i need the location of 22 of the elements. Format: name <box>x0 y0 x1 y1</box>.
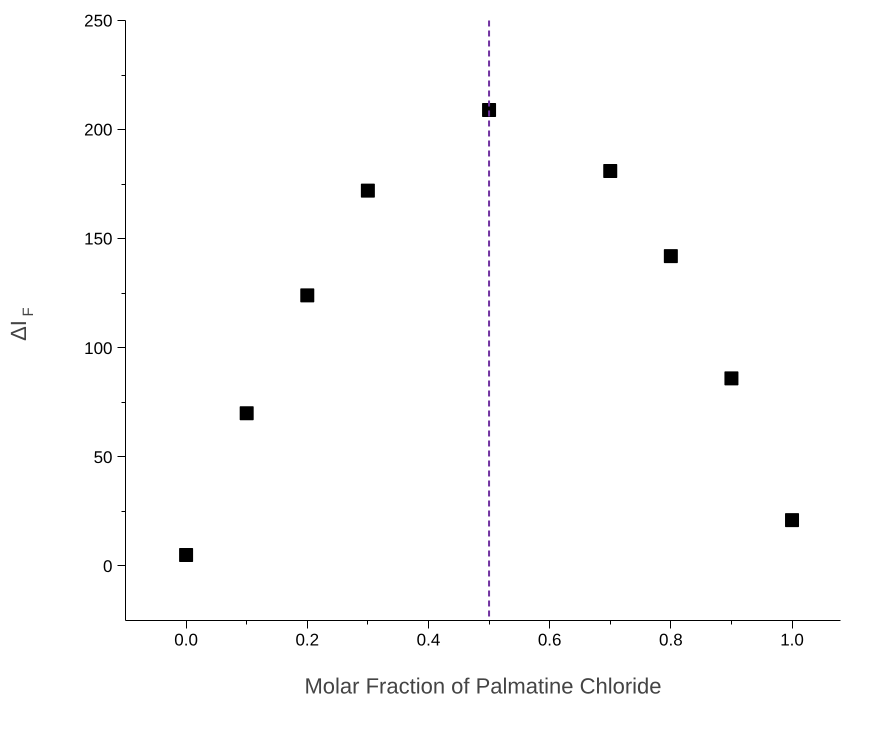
y-tick-label: 250 <box>84 12 113 30</box>
x-tick-label: 0.6 <box>538 630 562 650</box>
x-tick-label: 0.0 <box>174 630 198 650</box>
point <box>724 371 738 386</box>
point <box>360 184 375 198</box>
y-axis-title: ΔIF <box>6 307 37 341</box>
point <box>785 513 800 528</box>
y-tick-label: 100 <box>84 338 113 358</box>
x-tick-label: 1.0 <box>780 630 804 650</box>
point <box>603 164 618 178</box>
point <box>300 288 314 302</box>
x-tick-label: 0.2 <box>295 630 320 650</box>
point <box>664 249 678 264</box>
y-tick-label: 200 <box>84 120 113 140</box>
x-tick-label: 0.4 <box>416 630 440 650</box>
x-tick-label: 0.8 <box>659 630 683 650</box>
point <box>179 548 194 562</box>
y-tick-label: 50 <box>94 448 113 467</box>
y-tick-label: 0 <box>103 556 113 576</box>
point <box>240 406 254 420</box>
y-tick-label: 150 <box>84 230 113 249</box>
x-axis-title: Molar Fraction of Palmatine Chloride <box>304 674 662 698</box>
